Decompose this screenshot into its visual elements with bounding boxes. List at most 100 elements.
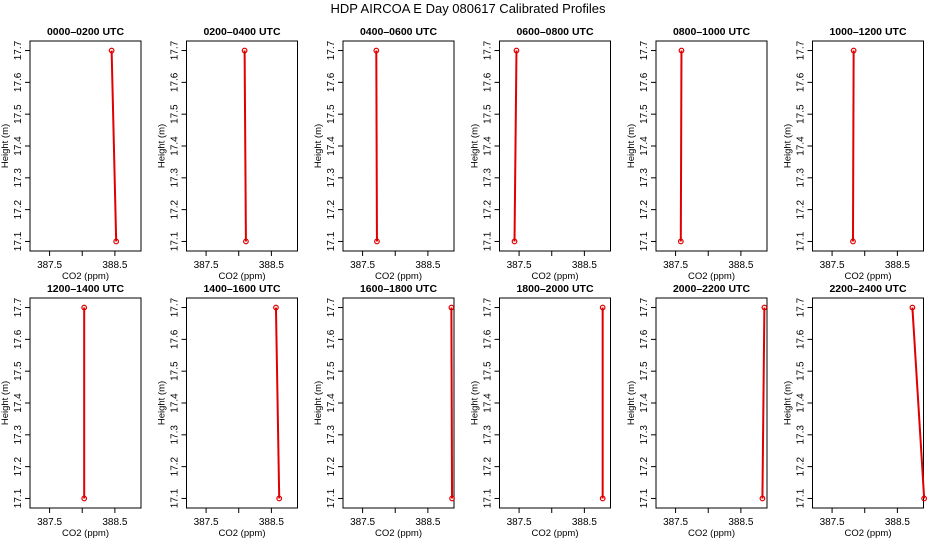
y-tick-label: 17.6 [170, 329, 181, 349]
y-tick-label: 17.3 [326, 168, 337, 188]
y-tick-label: 17.5 [639, 104, 650, 124]
x-axis-label: CO2 (ppm) [688, 271, 735, 282]
y-tick-label: 17.1 [483, 231, 494, 251]
y-tick-label: 17.6 [639, 329, 650, 349]
x-tick-label: 388.5 [572, 517, 597, 528]
panel-6: 1000–1200 UTC 387.5 388.5 17.1 17.2 17.3 17.4 1… [783, 26, 924, 282]
y-tick-label: 17.2 [639, 199, 650, 219]
x-tick-label: 387.5 [350, 517, 375, 528]
x-tick-label: 388.5 [885, 517, 910, 528]
panel-3: 0400–0600 UTC 387.5 388.5 17.1 17.2 17.3 17.4 1… [313, 26, 455, 282]
y-tick-label: 17.6 [796, 72, 807, 92]
panel-7: 1200–1400 UTC 387.5 388.5 17.1 17.2 17.3 17.4 1… [0, 283, 142, 539]
y-tick-label: 17.5 [483, 361, 494, 381]
plot-frame [186, 40, 298, 252]
x-tick-label: 387.5 [663, 260, 688, 271]
data-point [276, 495, 283, 502]
panel-4: 0600–0800 UTC 387.5 388.5 17.1 17.2 17.3 17.4 1… [470, 26, 611, 282]
y-tick-label: 17.4 [326, 393, 337, 413]
data-point [241, 47, 248, 54]
panel-5: 0800–1000 UTC 387.5 388.5 17.1 17.2 17.3 17.4 1… [626, 26, 768, 282]
x-tick-label: 388.5 [728, 260, 753, 271]
y-axis-label: Height (m) [157, 124, 168, 168]
data-point [511, 238, 518, 245]
plot-frame [812, 297, 924, 509]
y-tick-label: 17.3 [639, 168, 650, 188]
panel-2: 0200–0400 UTC 387.5 388.5 17.1 17.2 17.3 17.4 1… [157, 26, 298, 282]
y-tick-label: 17.5 [13, 361, 24, 381]
x-tick-label: 387.5 [507, 517, 532, 528]
x-axis-label: CO2 (ppm) [62, 271, 109, 282]
x-axis-label: CO2 (ppm) [219, 271, 266, 282]
x-axis-label: CO2 (ppm) [845, 528, 892, 539]
y-tick-label: 17.1 [326, 488, 337, 508]
y-tick-label: 17.3 [13, 425, 24, 445]
data-point [81, 495, 88, 502]
y-tick-label: 17.5 [170, 104, 181, 124]
profile-line [851, 50, 855, 242]
y-tick-label: 17.7 [483, 40, 494, 60]
y-tick-label: 17.2 [326, 199, 337, 219]
data-point [921, 495, 928, 502]
plot-frame [186, 297, 298, 509]
x-axis-label: CO2 (ppm) [688, 528, 735, 539]
y-tick-label: 17.4 [170, 136, 181, 156]
y-tick-label: 17.5 [483, 104, 494, 124]
y-tick-label: 17.7 [796, 40, 807, 60]
y-tick-label: 17.1 [639, 488, 650, 508]
y-tick-label: 17.2 [483, 199, 494, 219]
y-tick-label: 17.7 [13, 40, 24, 60]
profile-line [450, 307, 454, 499]
data-point [243, 238, 249, 245]
y-tick-label: 17.5 [796, 361, 807, 381]
panel-title: 0400–0600 UTC [360, 26, 437, 38]
data-point [909, 304, 916, 311]
figure-title: HDP AIRCOA E Day 080617 Calibrated Profi… [330, 1, 606, 16]
panel-title: 1200–1400 UTC [47, 283, 124, 295]
x-tick-label: 387.5 [194, 517, 219, 528]
profile-line [911, 307, 926, 499]
y-tick-label: 17.3 [170, 425, 181, 445]
y-tick-label: 17.6 [326, 329, 337, 349]
y-tick-label: 17.4 [639, 136, 650, 156]
data-point [678, 47, 685, 54]
x-tick-label: 387.5 [663, 517, 688, 528]
y-tick-label: 17.4 [13, 136, 24, 156]
y-tick-label: 17.4 [13, 393, 24, 413]
panel-9: 1600–1800 UTC 387.5 388.5 17.1 17.2 17.3 17.4 1… [313, 283, 455, 539]
panel-11: 2000–2200 UTC 387.5 388.5 17.1 17.2 17.3 17.4 1… [626, 283, 768, 539]
y-tick-label: 17.2 [483, 456, 494, 476]
y-tick-label: 17.3 [796, 168, 807, 188]
x-tick-label: 388.5 [102, 517, 127, 528]
y-axis-label: Height (m) [470, 124, 481, 168]
y-tick-label: 17.6 [170, 72, 181, 92]
data-point [599, 495, 606, 502]
y-axis-label: Height (m) [157, 381, 168, 425]
y-tick-label: 17.3 [483, 425, 494, 445]
data-point [373, 47, 380, 54]
y-tick-label: 17.5 [639, 361, 650, 381]
y-axis-label: Height (m) [0, 381, 11, 425]
x-axis-label: CO2 (ppm) [219, 528, 266, 539]
panel-title: 2000–2200 UTC [673, 283, 750, 295]
data-point [108, 47, 115, 54]
x-tick-label: 387.5 [194, 260, 219, 271]
plot-frame [655, 40, 768, 252]
plot-frame [655, 297, 768, 509]
y-tick-label: 17.3 [483, 168, 494, 188]
panel-title: 0200–0400 UTC [203, 26, 280, 38]
x-tick-label: 388.5 [259, 517, 284, 528]
y-tick-label: 17.1 [796, 231, 807, 251]
y-tick-label: 17.6 [639, 72, 650, 92]
profile-line [761, 307, 766, 499]
y-tick-label: 17.2 [13, 199, 24, 219]
y-tick-label: 17.4 [170, 393, 181, 413]
panel-title: 1400–1600 UTC [203, 283, 280, 295]
data-point [599, 304, 606, 311]
panel-title: 1000–1200 UTC [829, 26, 906, 38]
y-tick-label: 17.4 [483, 393, 494, 413]
data-point [113, 238, 120, 245]
y-axis-label: Height (m) [626, 381, 637, 425]
